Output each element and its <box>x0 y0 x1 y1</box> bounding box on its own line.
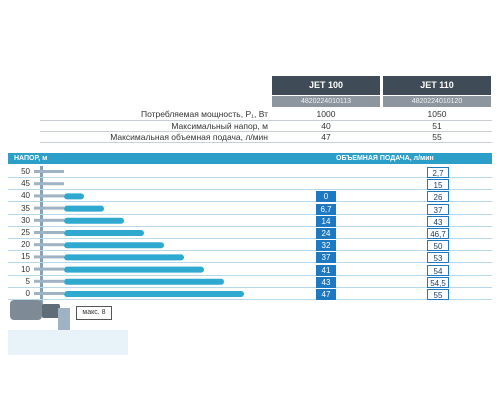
jet110-flow-value: 55 <box>427 289 449 300</box>
head-value-label: 30 <box>21 215 30 225</box>
spec-label-power: Потребляемая мощность, Р₁, Вт <box>140 109 268 119</box>
table-row-divider <box>8 225 492 227</box>
spec-flow-jet100: 47 <box>321 132 331 142</box>
table-row-divider <box>8 286 492 288</box>
jet110-flow-value: 54 <box>427 264 449 276</box>
table-row-divider <box>8 189 492 191</box>
jet110-flow-value: 15 <box>427 179 449 191</box>
water-stream <box>64 193 84 200</box>
model-header-jet110: JET 110 <box>383 76 491 95</box>
branch-pipe <box>34 292 64 295</box>
table-row-divider <box>8 238 492 239</box>
spec-label-flow: Максимальная объемная подача, л/мин <box>110 132 268 142</box>
head-value-label: 35 <box>21 203 30 213</box>
jet100-flow-value: 32 <box>316 240 336 252</box>
jet100-flow-value: 0 <box>316 191 336 203</box>
head-value-label: 15 <box>21 252 30 262</box>
branch-pipe <box>34 231 64 234</box>
head-value-label: 25 <box>21 228 30 237</box>
jet100-flow-value: 24 <box>316 228 336 239</box>
jet100-flow-value: 47 <box>316 289 336 300</box>
head-value-label: 50 <box>21 167 30 176</box>
table-row-divider <box>8 274 492 276</box>
jet100-flow-value: 43 <box>316 276 336 288</box>
jet100-flow-value: 37 <box>316 252 336 264</box>
water-stream <box>64 291 244 297</box>
table-row-divider <box>8 262 492 264</box>
head-value-label: 0 <box>25 289 30 298</box>
spec-power-jet110: 1050 <box>427 109 447 119</box>
table-row-divider <box>8 177 492 178</box>
table-row-divider <box>8 250 492 252</box>
branch-pipe <box>34 267 64 271</box>
jet100-flow-value: 41 <box>316 264 336 276</box>
water-stream <box>64 278 224 285</box>
jet110-flow-value: 46,7 <box>427 228 449 239</box>
pump-motor <box>42 304 60 318</box>
jet110-flow-value: 43 <box>427 215 449 227</box>
water-stream <box>64 230 144 236</box>
branch-pipe <box>34 243 64 247</box>
water-stream <box>64 217 124 224</box>
jet100-flow-value: 14 <box>316 215 336 227</box>
riser-pipe <box>40 166 43 306</box>
head-column-label: НАПОР, м <box>14 155 48 162</box>
spec-divider <box>40 142 492 143</box>
spec-label-head: Максимальный напор, м <box>171 121 268 131</box>
branch-pipe <box>34 218 64 222</box>
model-code-jet100: 4820224010113 <box>272 96 380 107</box>
branch-pipe <box>34 182 64 186</box>
spec-divider <box>40 131 492 132</box>
water-tank <box>8 330 128 355</box>
jet110-flow-value: 50 <box>427 240 449 252</box>
branch-pipe <box>34 279 64 283</box>
suction-label: макс. 8 <box>76 306 112 320</box>
table-row-divider <box>8 201 492 203</box>
jet110-flow-value: 2,7 <box>427 167 449 178</box>
head-value-label: 5 <box>25 276 30 286</box>
jet110-flow-value: 37 <box>427 203 449 215</box>
spec-power-jet100: 1000 <box>316 109 336 119</box>
branch-pipe <box>34 170 64 173</box>
branch-pipe <box>34 255 64 259</box>
jet110-flow-value: 54,5 <box>427 276 449 288</box>
water-stream <box>64 254 184 261</box>
pump-body <box>10 300 42 320</box>
table-header: НАПОР, м ОБЪЕМНАЯ ПОДАЧА, л/мин <box>8 153 492 164</box>
head-value-label: 10 <box>21 264 30 274</box>
model-code-jet110: 4820224010120 <box>383 96 491 107</box>
spec-flow-jet110: 55 <box>432 132 442 142</box>
head-value-label: 45 <box>21 179 30 189</box>
head-value-label: 20 <box>21 240 30 250</box>
water-stream <box>64 205 104 212</box>
head-value-label: 40 <box>21 191 30 201</box>
flow-column-label: ОБЪЕМНАЯ ПОДАЧА, л/мин <box>336 155 434 162</box>
water-stream <box>64 242 164 249</box>
water-stream <box>64 266 204 273</box>
spec-head-jet110: 51 <box>432 121 442 131</box>
model-header-jet100: JET 100 <box>272 76 380 95</box>
spec-head-jet100: 40 <box>321 121 331 131</box>
spec-divider <box>40 120 492 121</box>
table-row-divider <box>8 299 492 300</box>
table-row-divider <box>8 213 492 215</box>
branch-pipe <box>34 206 64 210</box>
branch-pipe <box>34 194 64 198</box>
jet110-flow-value: 53 <box>427 252 449 264</box>
jet100-flow-value: 6,7 <box>316 203 336 215</box>
jet110-flow-value: 26 <box>427 191 449 203</box>
